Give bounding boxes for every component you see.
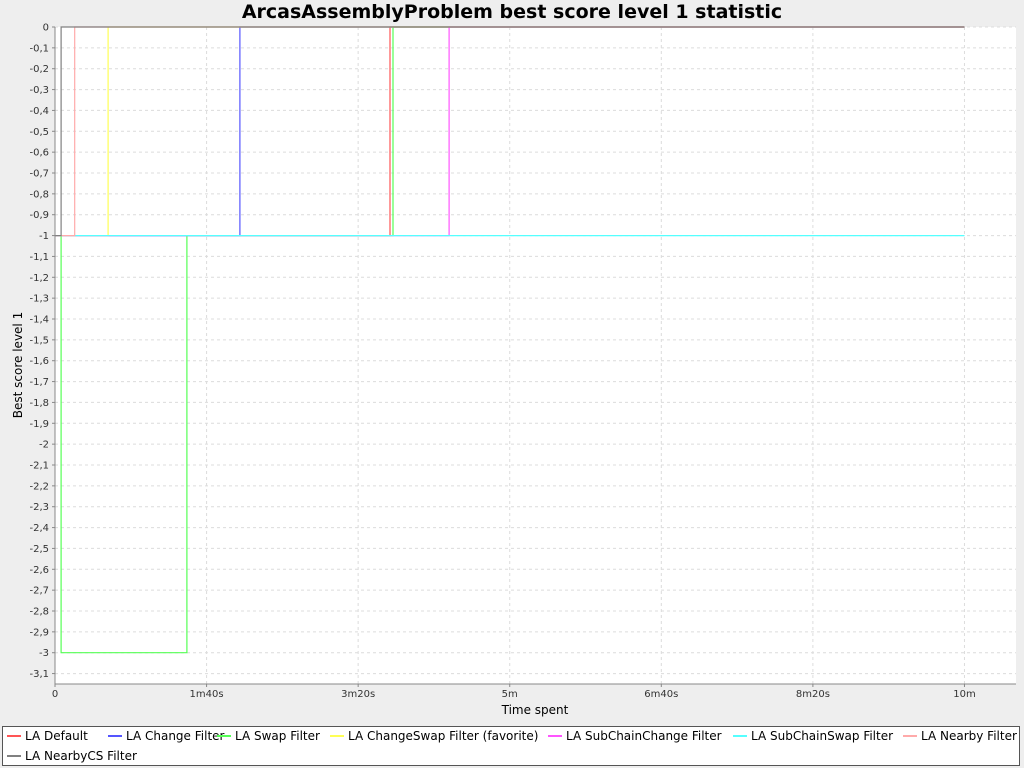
legend-label: LA ChangeSwap Filter (favorite) (348, 729, 539, 743)
plot-area (55, 27, 1016, 684)
y-tick-label: -1,4 (29, 315, 49, 326)
x-axis-label: Time spent (501, 703, 569, 717)
legend: LA Default LA Change Filter LA Swap Filter… (2, 726, 1020, 766)
x-tick-label: 5m (502, 689, 518, 700)
legend-label: LA SubChainChange Filter (566, 729, 722, 743)
y-tick-label: -0,4 (29, 106, 49, 117)
x-tick-label: 6m40s (644, 689, 678, 700)
chart-title: ArcasAssemblyProblem best score level 1 … (242, 1, 782, 23)
legend-swatch (108, 734, 122, 737)
legend-swatch (7, 754, 21, 757)
y-tick-label: -3 (39, 648, 49, 659)
y-tick-label: -1 (39, 231, 49, 242)
legend-item: LA Default (7, 729, 88, 743)
legend-item: LA SubChainChange Filter (548, 729, 722, 743)
x-tick-label: 3m20s (341, 689, 375, 700)
legend-label: LA Swap Filter (235, 729, 320, 743)
y-tick-label: -2 (39, 440, 49, 451)
y-axis-label: Best score level 1 (11, 312, 25, 418)
legend-swatch (217, 734, 231, 737)
y-tick-label: -1,3 (29, 294, 49, 305)
y-tick-label: -1,9 (29, 419, 49, 430)
y-tick-label: -2,9 (29, 627, 49, 638)
y-tick-label: -2,8 (29, 607, 49, 618)
y-tick-label: -1,8 (29, 398, 49, 409)
y-tick-label: -0,1 (29, 43, 49, 54)
legend-label: LA Nearby Filter (921, 729, 1017, 743)
y-tick-label: -1,7 (29, 377, 49, 388)
y-tick-label: -0,9 (29, 210, 49, 221)
y-tick-label: 0 (43, 23, 49, 34)
x-tick-label: 8m20s (796, 689, 830, 700)
series-line-8 (55, 26, 965, 237)
legend-item: LA NearbyCS Filter (7, 749, 137, 763)
legend-item: LA Change Filter (108, 729, 224, 743)
y-tick-label: -0,2 (29, 64, 49, 75)
legend-swatch (7, 734, 21, 737)
legend-swatch (330, 734, 344, 737)
legend-swatch (548, 734, 562, 737)
y-tick-label: -1,5 (29, 335, 49, 346)
y-tick-label: -0,3 (29, 85, 49, 96)
y-tick-label: -1,2 (29, 273, 49, 284)
y-tick-label: -1,6 (29, 356, 49, 367)
x-tick-label: 1m40s (190, 689, 224, 700)
legend-swatch (733, 734, 747, 737)
legend-item: LA Nearby Filter (903, 729, 1017, 743)
y-tick-label: -2,7 (29, 586, 49, 597)
legend-label: LA SubChainSwap Filter (751, 729, 894, 743)
y-tick-label: -0,6 (29, 148, 49, 159)
legend-label: LA NearbyCS Filter (25, 749, 137, 763)
y-tick-label: -2,6 (29, 565, 49, 576)
legend-swatch (903, 734, 917, 737)
legend-item: LA SubChainSwap Filter (733, 729, 893, 743)
y-axis-ticks: 0 -0,1 -0,2 -0,3 -0,4 -0,5 -0,6 -0,7 -0,8 -0,9 -1 -… (29, 23, 55, 680)
y-tick-label: -0,5 (29, 127, 49, 138)
legend-label: LA Change Filter (126, 729, 225, 743)
y-tick-label: -2,5 (29, 544, 49, 555)
series-lines (55, 26, 965, 654)
legend-item: LA Swap Filter (217, 729, 320, 743)
y-tick-label: -3,1 (29, 669, 49, 680)
y-tick-label: -1,1 (29, 252, 49, 263)
legend-item: LA ChangeSwap Filter (favorite) (330, 729, 538, 743)
x-axis-ticks: 0 1m40s 3m20s 5m 6m40s 8m20s 10m (52, 684, 976, 700)
y-tick-label: -2,1 (29, 461, 49, 472)
legend-label: LA Default (25, 729, 88, 743)
y-tick-label: -2,2 (29, 481, 49, 492)
y-tick-label: -0,7 (29, 169, 49, 180)
x-tick-label: 0 (52, 689, 58, 700)
y-tick-label: -2,4 (29, 523, 49, 534)
y-tick-label: -2,3 (29, 502, 49, 513)
y-tick-label: -0,8 (29, 189, 49, 200)
x-tick-label: 10m (953, 689, 975, 700)
